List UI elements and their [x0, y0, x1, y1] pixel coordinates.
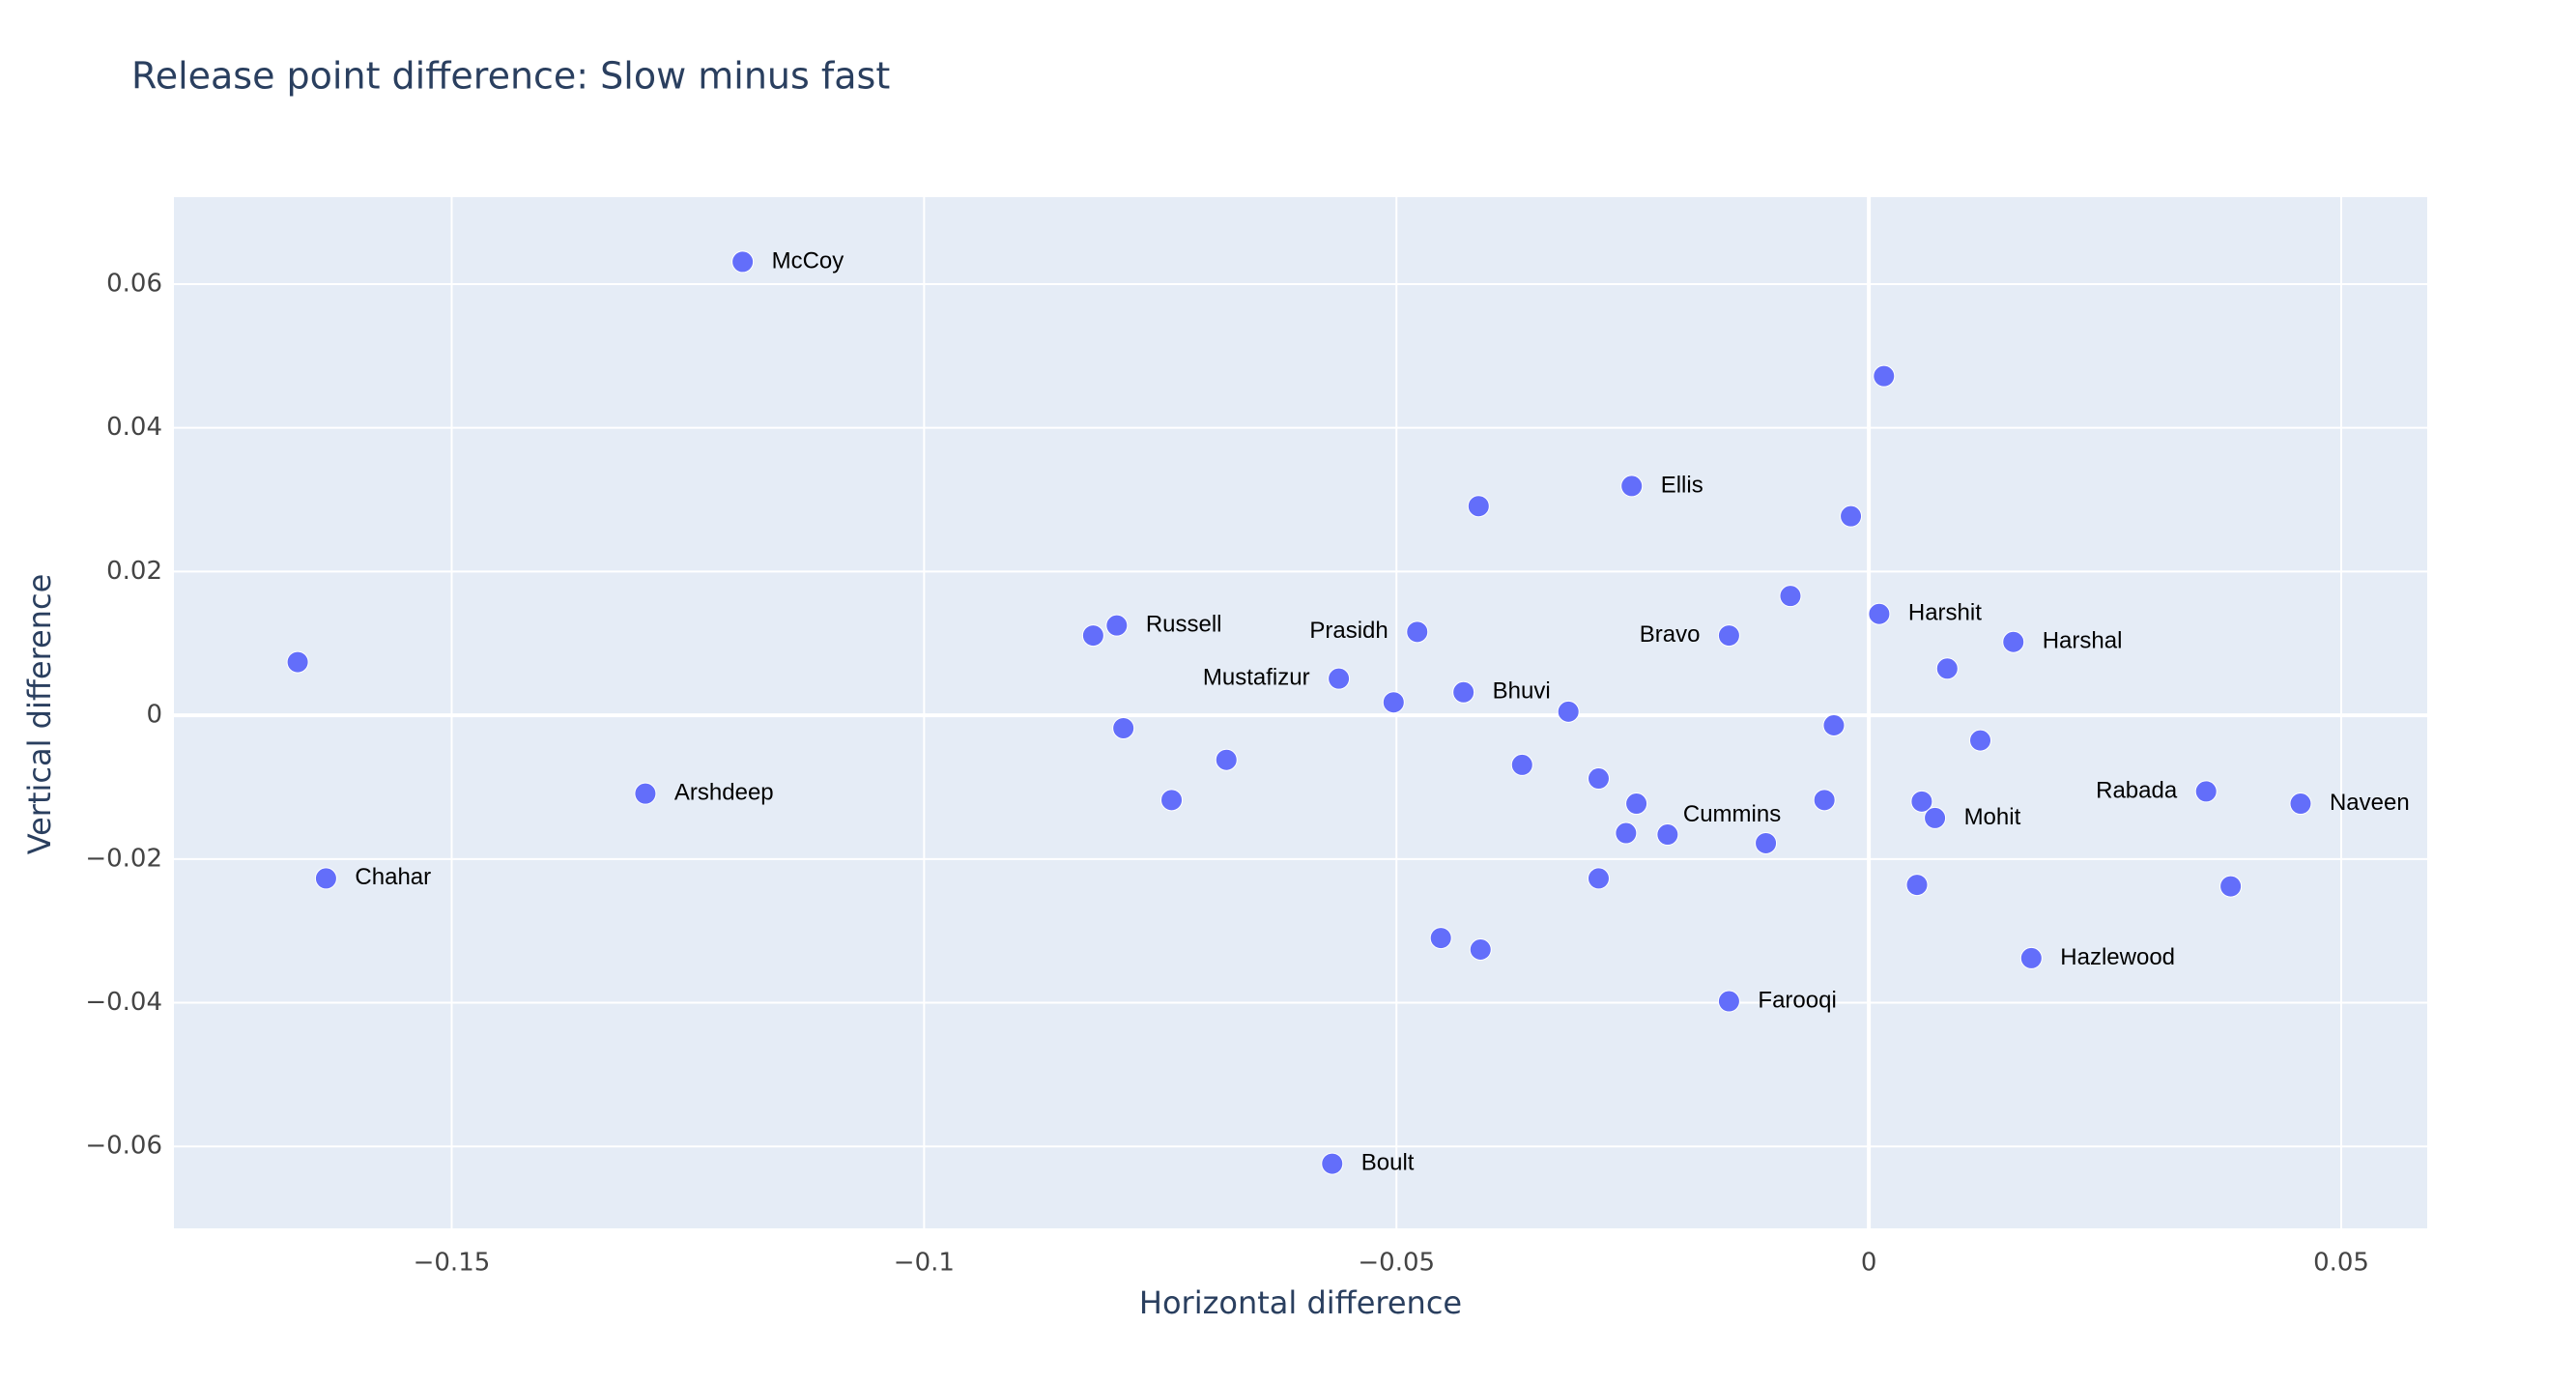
- point: [1924, 806, 1947, 829]
- x-tick-label: −0.05: [1358, 1249, 1435, 1278]
- point: [1215, 748, 1238, 771]
- point: [1868, 602, 1891, 625]
- point: [1160, 789, 1184, 812]
- point-label: McCoy: [772, 247, 844, 274]
- x-axis-title: Horizontal difference: [1139, 1284, 1462, 1321]
- point-label: Bhuvi: [1493, 678, 1551, 705]
- point: [2289, 792, 2312, 816]
- point-label: Naveen: [2330, 790, 2410, 816]
- point: [1081, 624, 1104, 648]
- point: [1105, 614, 1129, 637]
- point: [731, 250, 755, 274]
- point: [1467, 495, 1490, 518]
- point: [2194, 780, 2218, 803]
- point: [1822, 714, 1846, 737]
- point: [1429, 927, 1452, 950]
- x-tick-label: 0: [1861, 1249, 1877, 1278]
- point-label: Harshal: [2043, 628, 2123, 654]
- point: [2219, 875, 2243, 898]
- x-tick-label: 0.05: [2313, 1249, 2369, 1278]
- point-label: Bravo: [1640, 621, 1701, 648]
- point: [1587, 867, 1610, 890]
- point: [1779, 585, 1802, 608]
- y-tick-label: 0.06: [106, 269, 162, 298]
- point: [2002, 630, 2025, 653]
- y-tick-label: −0.06: [85, 1132, 162, 1161]
- point-label: Mohit: [1964, 804, 2021, 830]
- point-label: Russell: [1146, 612, 1222, 638]
- point: [1905, 874, 1929, 897]
- point: [1969, 729, 1992, 752]
- x-tick-label: −0.1: [894, 1249, 955, 1278]
- point-label: Prasidh: [1309, 618, 1388, 644]
- y-tick-label: 0.04: [106, 413, 162, 442]
- point: [1615, 821, 1638, 845]
- y-tick-label: −0.04: [85, 988, 162, 1017]
- point: [1717, 990, 1740, 1013]
- point: [1557, 700, 1580, 723]
- point-label: Harshit: [1908, 600, 1982, 626]
- point: [1656, 823, 1679, 847]
- y-tick-label: −0.02: [85, 844, 162, 873]
- point-label: Arshdeep: [674, 779, 774, 805]
- point-label: Cummins: [1683, 801, 1781, 827]
- point-label: Farooqi: [1758, 987, 1836, 1013]
- point: [1625, 792, 1648, 816]
- point: [1873, 364, 1896, 388]
- plot-background: [174, 197, 2427, 1228]
- point: [286, 650, 309, 674]
- point: [1321, 1152, 1344, 1175]
- point-label: Rabada: [2096, 777, 2178, 803]
- point: [1406, 620, 1429, 644]
- point: [634, 782, 657, 805]
- point: [1813, 789, 1836, 812]
- point: [1382, 691, 1405, 714]
- y-tick-label: 0.02: [106, 557, 162, 586]
- point: [1328, 667, 1351, 690]
- y-tick-label: 0: [146, 701, 162, 730]
- point: [1910, 790, 1933, 813]
- point-label: Chahar: [355, 864, 431, 890]
- point-label: Boult: [1361, 1149, 1415, 1175]
- point: [1112, 716, 1135, 739]
- point: [1755, 831, 1778, 854]
- point: [314, 867, 337, 890]
- point: [1587, 767, 1610, 791]
- x-tick-label: −0.15: [414, 1249, 491, 1278]
- point-label: Ellis: [1661, 472, 1703, 498]
- y-axis-title: Vertical difference: [21, 574, 58, 855]
- point: [1935, 657, 1959, 680]
- point: [1452, 680, 1475, 704]
- point-label: Hazlewood: [2060, 944, 2175, 970]
- point: [1510, 753, 1533, 776]
- point: [1840, 504, 1863, 528]
- point: [2019, 946, 2043, 969]
- point: [1717, 624, 1740, 648]
- point-label: Mustafizur: [1203, 665, 1310, 691]
- chart-title: Release point difference: Slow minus fas…: [131, 55, 890, 98]
- point: [1469, 938, 1492, 962]
- point: [1620, 475, 1644, 498]
